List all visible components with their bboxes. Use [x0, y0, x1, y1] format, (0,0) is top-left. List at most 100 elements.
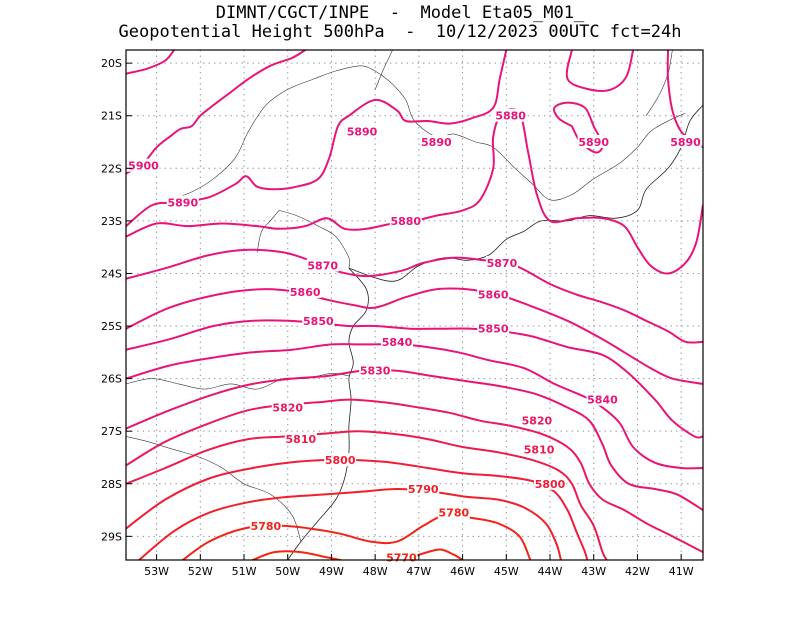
contour-line-5900: [126, 50, 176, 75]
y-tick-label: 27S: [101, 425, 122, 438]
contour-line-5880: [126, 108, 703, 275]
contour-label-bg: [586, 392, 619, 406]
y-tick-label: 26S: [101, 373, 122, 386]
contour-label: 5880: [495, 110, 526, 123]
contour-label-bg: [324, 453, 357, 467]
contour-label: 5870: [487, 257, 518, 270]
contour-label: 5890: [347, 125, 378, 138]
contour-label: 5840: [382, 336, 413, 349]
coastline: [348, 104, 703, 282]
contour-line-5850: [126, 319, 703, 439]
contour-label-bg: [520, 413, 553, 427]
x-tick-label: 44W: [538, 565, 563, 578]
contour-label: 5890: [670, 136, 701, 149]
x-tick-label: 51W: [232, 565, 257, 578]
contour-label-bg: [389, 213, 422, 227]
x-tick-label: 45W: [494, 565, 519, 578]
x-tick-label: 42W: [625, 565, 650, 578]
y-tick-label: 25S: [101, 320, 122, 333]
contour-label: 5790: [408, 483, 439, 496]
contour-label: 5800: [535, 478, 566, 491]
contour-label-bg: [359, 363, 392, 377]
chart-title: DIMNT/CGCT/INPE - Model Eta05_M01_ Geopot…: [0, 4, 800, 42]
contour-line-5870: [126, 248, 703, 344]
x-tick-label: 41W: [669, 565, 694, 578]
contour-label: 5780: [251, 520, 282, 533]
contour-label-bg: [407, 482, 440, 496]
contour-label-bg: [494, 108, 527, 122]
contour-line-5810: [126, 430, 608, 560]
contour-label: 5850: [478, 323, 509, 336]
contour-label-bg: [437, 505, 470, 519]
contour-line-5900: [126, 50, 307, 175]
contour-label-bg: [477, 287, 510, 301]
x-tick-label: 49W: [319, 565, 344, 578]
contour-label-bg: [420, 135, 453, 149]
contour-label: 5850: [303, 315, 334, 328]
x-tick-label: 53W: [144, 565, 169, 578]
contour-label: 5870: [307, 260, 338, 273]
x-tick-label: 47W: [406, 565, 431, 578]
contour-label-bg: [477, 321, 510, 335]
contour-label: 5890: [578, 136, 609, 149]
y-tick-label: 28S: [101, 478, 122, 491]
title-line-2: Geopotential Height 500hPa - 10/12/2023 …: [118, 22, 682, 42]
contour-label-bg: [577, 135, 610, 149]
contour-line-5790: [138, 488, 562, 560]
y-tick-label: 24S: [101, 267, 122, 280]
contour-line-5890: [565, 50, 635, 92]
state-border: [645, 50, 673, 116]
contour-label-bg: [166, 195, 199, 209]
contour-label: 5800: [325, 454, 356, 467]
contour-label: 5890: [421, 136, 452, 149]
contour-label: 5770: [386, 551, 417, 564]
x-tick-label: 46W: [450, 565, 475, 578]
contour-label-bg: [249, 518, 282, 532]
contour-line-5840: [126, 343, 703, 470]
contour-label-bg: [306, 258, 339, 272]
contour-label: 5860: [478, 288, 509, 301]
y-tick-label: 21S: [101, 110, 122, 123]
contour-label: 5780: [439, 507, 470, 520]
contour-line-5800: [126, 458, 589, 560]
state-border: [379, 73, 686, 201]
plot-frame: [125, 49, 704, 561]
x-tick-label: 43W: [581, 565, 606, 578]
contour-label-bg: [485, 255, 518, 269]
contour-line-5770: [251, 550, 342, 560]
y-tick-label: 20S: [101, 57, 122, 70]
contour-label-bg: [127, 158, 160, 172]
y-tick-label: 23S: [101, 215, 122, 228]
contour-label: 5900: [128, 160, 159, 173]
contour-line-5820: [126, 398, 703, 554]
y-axis-ticks: 20S 21S 22S 23S 24S 25S 26S 27S 28S 29S: [101, 57, 132, 543]
contour-label-bg: [346, 124, 379, 138]
x-tick-label: 50W: [275, 565, 300, 578]
contour-label: 5810: [286, 433, 317, 446]
contour-line-5890: [666, 50, 703, 149]
contour-label: 5840: [587, 394, 618, 407]
contour-line-5890: [126, 50, 508, 228]
contour-label-bg: [284, 432, 317, 446]
state-border: [169, 65, 380, 201]
x-axis-ticks: 53W 52W 51W 50W 49W 48W 47W 46W 45W 44W 43W 42W 41W: [144, 554, 694, 578]
contour-line-5860: [126, 287, 703, 385]
title-line-1: DIMNT/CGCT/INPE - Model Eta05_M01_: [215, 3, 585, 23]
contour-label: 5830: [360, 365, 391, 378]
contour-label-bg: [289, 284, 322, 298]
x-tick-label: 52W: [188, 565, 213, 578]
contour-labels: 5900 5890 5890 5890 5890 5890 5880 5880 5870 5870…: [127, 108, 702, 564]
state-border: [278, 210, 351, 269]
y-tick-label: 22S: [101, 162, 122, 175]
state-border: [126, 436, 302, 542]
grid-lines: [126, 50, 703, 560]
contour-label: 5810: [524, 444, 555, 457]
contour-label-bg: [523, 442, 556, 456]
contour-line-5830: [126, 369, 703, 512]
state-border: [374, 50, 393, 90]
contour-label-bg: [271, 400, 304, 414]
contour-label: 5820: [522, 415, 553, 428]
contour-line-5780: [181, 513, 532, 560]
x-tick-label: 48W: [363, 565, 388, 578]
